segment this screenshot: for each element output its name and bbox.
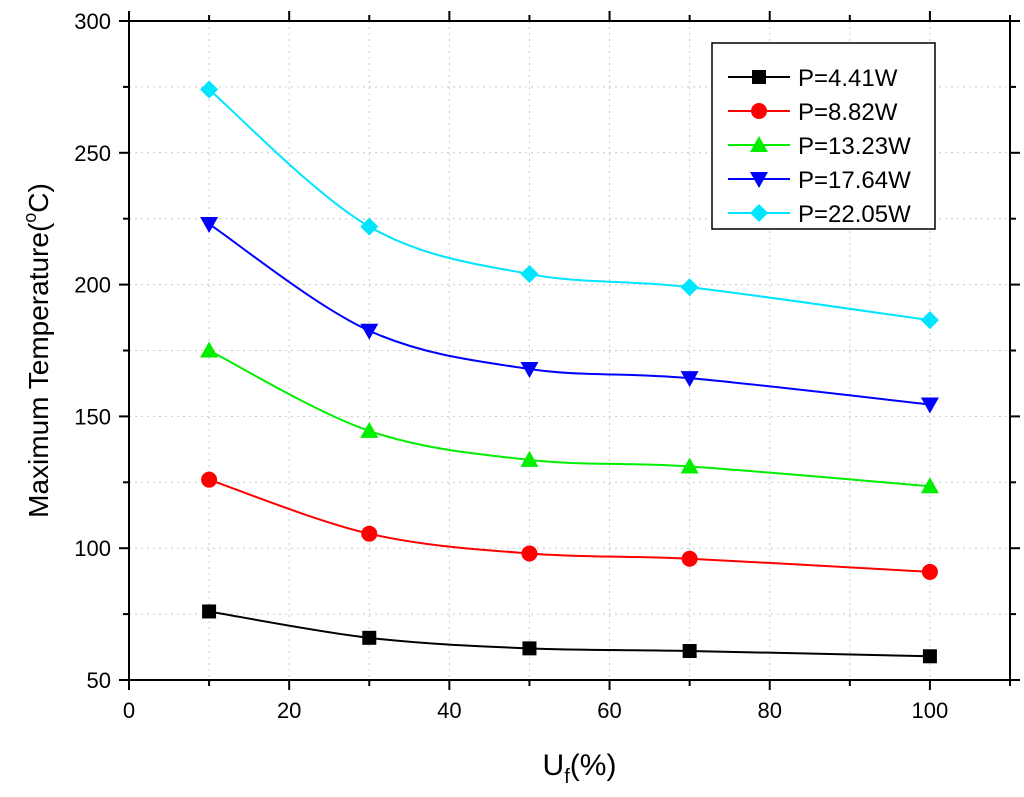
legend-label: P=4.41W [798, 65, 898, 92]
data-point [360, 421, 379, 438]
y-tick-label: 150 [74, 404, 111, 429]
data-point [200, 80, 219, 99]
data-point [682, 644, 697, 659]
legend: P=4.41W P=8.82W P=13.23W P=17.64W P=22.05W [711, 42, 936, 230]
data-point [920, 311, 939, 330]
data-point [521, 545, 538, 562]
series-line [208, 610, 930, 658]
x-tick-label: 40 [437, 698, 461, 723]
data-point [200, 341, 219, 358]
data-point [520, 450, 539, 467]
x-tick-label: 80 [757, 698, 781, 723]
legend-marker [750, 136, 768, 152]
series-line [208, 478, 930, 573]
data-point [201, 471, 218, 488]
series-2 [201, 471, 938, 580]
y-tick-label: 100 [74, 536, 111, 561]
legend-marker [751, 103, 767, 119]
data-point [680, 278, 699, 297]
x-tick-label: 60 [597, 698, 621, 723]
legend-item: P=4.41W [728, 65, 898, 92]
series-line [208, 349, 930, 488]
data-point [920, 477, 939, 494]
legend-label: P=17.64W [798, 167, 911, 194]
legend-label: P=8.82W [798, 99, 898, 126]
data-point [680, 371, 699, 388]
y-tick-label: 300 [74, 9, 111, 34]
x-tick-label: 0 [123, 698, 135, 723]
series-1 [202, 604, 937, 664]
legend-label: P=22.05W [798, 201, 911, 228]
legend-item: P=22.05W [728, 201, 911, 228]
data-point [360, 323, 379, 340]
y-tick-label: 50 [87, 668, 111, 693]
series-5 [200, 80, 939, 330]
data-point [681, 550, 698, 567]
data-point [921, 563, 938, 580]
legend-item: P=13.23W [728, 133, 911, 160]
y-tick-label: 250 [74, 141, 111, 166]
data-point [520, 265, 539, 284]
legend-marker [750, 204, 768, 222]
data-point [520, 361, 539, 378]
y-axis-label: Maximum Temperature(oC) [20, 183, 54, 518]
data-point [200, 216, 219, 233]
data-point [522, 641, 537, 656]
legend-item: P=8.82W [728, 99, 898, 126]
series-3 [200, 341, 939, 494]
series-line [208, 223, 931, 406]
x-axis-label: Uf(%) [543, 749, 617, 788]
y-tick-label: 200 [74, 273, 111, 298]
data-point [360, 217, 379, 236]
x-tick-label: 20 [277, 698, 301, 723]
data-point [680, 457, 699, 474]
legend-label: P=13.23W [798, 133, 911, 160]
series-layer [200, 80, 939, 664]
axes: 0 20 40 60 80 100 50 100 150 200 250 300 [74, 9, 1020, 723]
data-point [361, 525, 378, 542]
legend-marker [750, 172, 768, 188]
data-point [922, 649, 937, 664]
x-tick-label: 100 [912, 698, 949, 723]
data-point [202, 604, 217, 619]
legend-item: P=17.64W [728, 167, 911, 194]
legend-box [711, 42, 936, 230]
legend-marker [752, 70, 766, 84]
data-point [362, 630, 377, 645]
series-4 [200, 216, 939, 414]
data-point [920, 397, 939, 414]
